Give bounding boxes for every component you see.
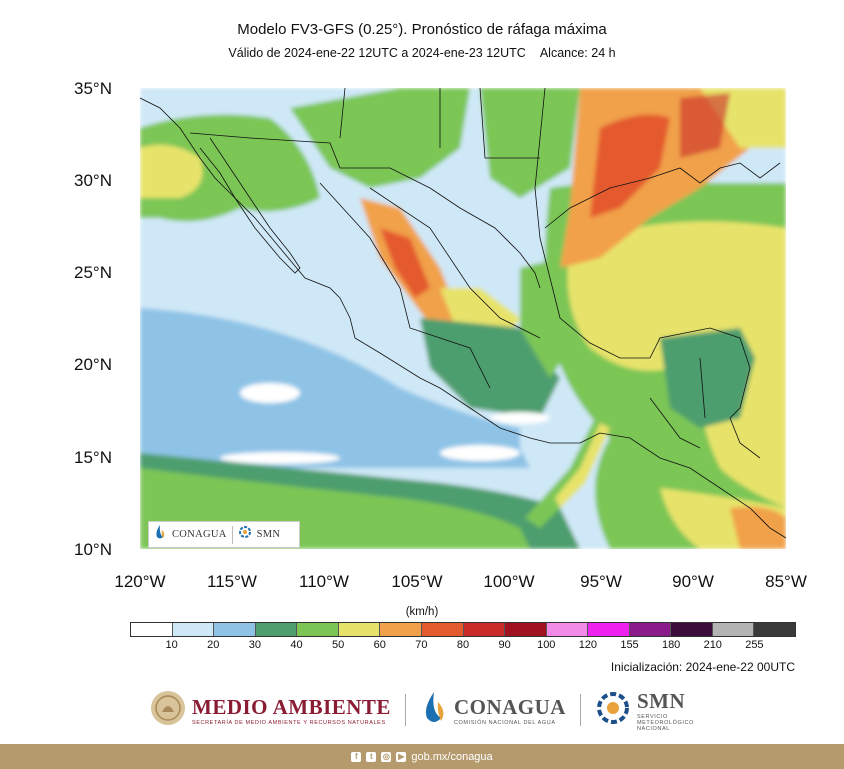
colorbar-tick-label: 100 — [537, 639, 556, 651]
conagua-logo-text: CONAGUA — [172, 529, 227, 540]
colorbar-segment — [131, 623, 173, 636]
lon-label: 120°W — [114, 572, 166, 591]
colorbar-segment — [421, 623, 464, 636]
smn-logo-icon — [238, 525, 252, 544]
map-logo-inset: CONAGUA SMN — [148, 521, 300, 548]
lat-label: 30°N — [74, 171, 112, 190]
lon-label: 100°W — [483, 572, 535, 591]
medio-ambiente-text: MEDIO AMBIENTE — [192, 694, 391, 719]
colorbar-segment — [214, 623, 256, 636]
conagua-logo: CONAGUA COMISIÓN NACIONAL DEL AGUA — [420, 690, 566, 731]
lon-label: 110°W — [299, 572, 349, 591]
smn-text: SMN — [636, 688, 686, 713]
colorbar-tick-label: 120 — [578, 639, 598, 651]
conagua-logo-icon — [153, 524, 167, 545]
colorbar-tick-label: 10 — [165, 639, 178, 651]
colorbar-tick-label: 80 — [456, 639, 470, 651]
colorbar-segment — [172, 623, 215, 636]
colorbar-segment — [546, 623, 589, 636]
seal-icon — [150, 690, 186, 731]
colorbar-segment — [380, 623, 422, 636]
colorbar — [130, 622, 796, 637]
lat-label: 15°N — [74, 448, 112, 467]
colorbar-tick-label: 155 — [620, 639, 639, 651]
map-title: Modelo FV3-GFS (0.25°). Pronóstico de rá… — [237, 21, 607, 38]
colorbar-segment — [255, 623, 298, 636]
colorbar-tick-label: 255 — [745, 639, 764, 651]
lon-label: 90°W — [672, 572, 714, 591]
footer-bar: f t ◎ ▶ gob.mx/conagua — [0, 744, 844, 769]
lon-label: 95°W — [580, 572, 622, 591]
conagua-text: CONAGUA — [453, 694, 566, 719]
colorbar-tick-label: 60 — [373, 639, 386, 651]
youtube-icon[interactable]: ▶ — [396, 751, 407, 762]
facebook-icon[interactable]: f — [351, 751, 362, 762]
colorbar-segment — [338, 623, 381, 636]
medio-ambiente-logo: MEDIO AMBIENTE SECRETARÍA DE MEDIO AMBIE… — [150, 690, 391, 731]
colorbar-tick-label: 70 — [415, 639, 428, 651]
colorbar-tick-label: 180 — [661, 639, 681, 651]
conagua-subtext: COMISIÓN NACIONAL DEL AGUA — [453, 719, 556, 726]
lat-label: 35°N — [74, 79, 112, 98]
map-subtitle: Válido de 2024-ene-22 12UTC a 2024-ene-2… — [0, 46, 844, 60]
lon-label: 115°W — [207, 572, 257, 591]
colorbar-units: (km/h) — [405, 606, 439, 618]
lon-label: 85°W — [765, 572, 807, 591]
range-text: Alcance: 24 h — [539, 46, 616, 60]
colorbar-tick-label: 90 — [498, 639, 511, 651]
colorbar-segment — [712, 623, 755, 636]
smn-logo: SMN SERVICIO METEOROLÓGICO NACIONAL — [595, 689, 697, 732]
footer-logos: MEDIO AMBIENTE SECRETARÍA DE MEDIO AMBIE… — [150, 688, 750, 732]
medio-ambiente-subtext: SECRETARÍA DE MEDIO AMBIENTE Y RECURSOS … — [192, 719, 386, 726]
colorbar-segment — [505, 623, 547, 636]
colorbar-segment — [671, 623, 713, 636]
lat-label: 10°N — [74, 540, 112, 559]
twitter-icon[interactable]: t — [366, 751, 377, 762]
footer-url[interactable]: gob.mx/conagua — [411, 750, 493, 763]
conagua-icon — [420, 690, 448, 731]
colorbar-tick-label: 30 — [248, 639, 261, 651]
colorbar-tick-label: 210 — [703, 639, 722, 651]
initialization-text: Inicialización: 2024-ene-22 00UTC — [610, 660, 795, 674]
colorbar-tick-label: 50 — [332, 639, 345, 651]
instagram-icon[interactable]: ◎ — [381, 751, 392, 762]
lat-label: 25°N — [74, 263, 112, 282]
colorbar-segment — [588, 623, 630, 636]
colorbar-tick-label: 20 — [207, 639, 220, 651]
lat-label: 20°N — [74, 355, 112, 374]
colorbar-tick-label: 40 — [290, 639, 303, 651]
colorbar-segment — [463, 623, 506, 636]
smn-subtext: SERVICIO METEOROLÓGICO NACIONAL — [636, 713, 694, 732]
smn-icon — [595, 690, 631, 731]
colorbar-segment — [629, 623, 672, 636]
smn-logo-text: SMN — [256, 529, 281, 540]
wind-gust-map — [140, 88, 786, 549]
colorbar-segment — [297, 623, 339, 636]
colorbar-segment — [754, 623, 795, 636]
lon-label: 105°W — [391, 572, 443, 591]
validity-text: Válido de 2024-ene-22 12UTC a 2024-ene-2… — [228, 46, 526, 60]
